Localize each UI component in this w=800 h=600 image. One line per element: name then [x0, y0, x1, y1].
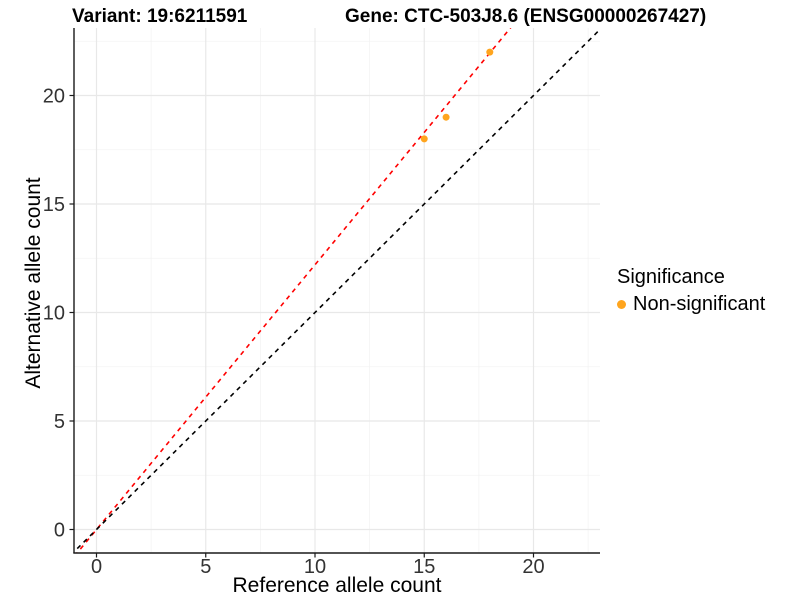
- non-significant-dot-icon: [617, 299, 626, 309]
- data-points: [420, 48, 494, 143]
- x-axis-title: Reference allele count: [232, 574, 442, 597]
- y-axis-title: Alternative allele count: [22, 177, 45, 389]
- x-tick-label: 20: [522, 556, 544, 578]
- y-tick-label: 15: [43, 194, 65, 216]
- fit-line: [76, 28, 512, 553]
- gene-title: Gene: CTC-503J8.6 (ENSG00000267427): [345, 6, 707, 27]
- data-point: [486, 48, 494, 56]
- variant-title: Variant: 19:6211591: [72, 6, 248, 27]
- x-tick-label: 5: [200, 556, 211, 578]
- y-tick-label: 20: [43, 86, 65, 108]
- axis-lines: [73, 28, 600, 554]
- major-gridlines: [74, 28, 600, 553]
- data-point: [420, 135, 428, 143]
- tick-marks: [69, 94, 535, 558]
- y-tick-labels: 0 5 10 15 20: [43, 86, 65, 542]
- y-tick-label: 5: [54, 411, 65, 433]
- x-tick-labels: 0 5 10 15 20: [91, 556, 545, 578]
- x-tick-label: 15: [413, 556, 435, 578]
- reference-lines: [74, 28, 600, 553]
- data-point: [442, 113, 450, 121]
- legend-title: Significance: [617, 266, 725, 288]
- legend-item-non-significant: Non-significant: [617, 292, 765, 316]
- legend: Significance Non-significant: [617, 266, 765, 316]
- identity-line: [74, 28, 600, 553]
- y-tick-label: 0: [54, 520, 65, 542]
- x-tick-label: 0: [91, 556, 102, 578]
- y-tick-label: 10: [43, 303, 65, 325]
- minor-gridlines: [74, 28, 600, 553]
- x-tick-label: 10: [304, 556, 326, 578]
- legend-item-label: Non-significant: [633, 292, 766, 315]
